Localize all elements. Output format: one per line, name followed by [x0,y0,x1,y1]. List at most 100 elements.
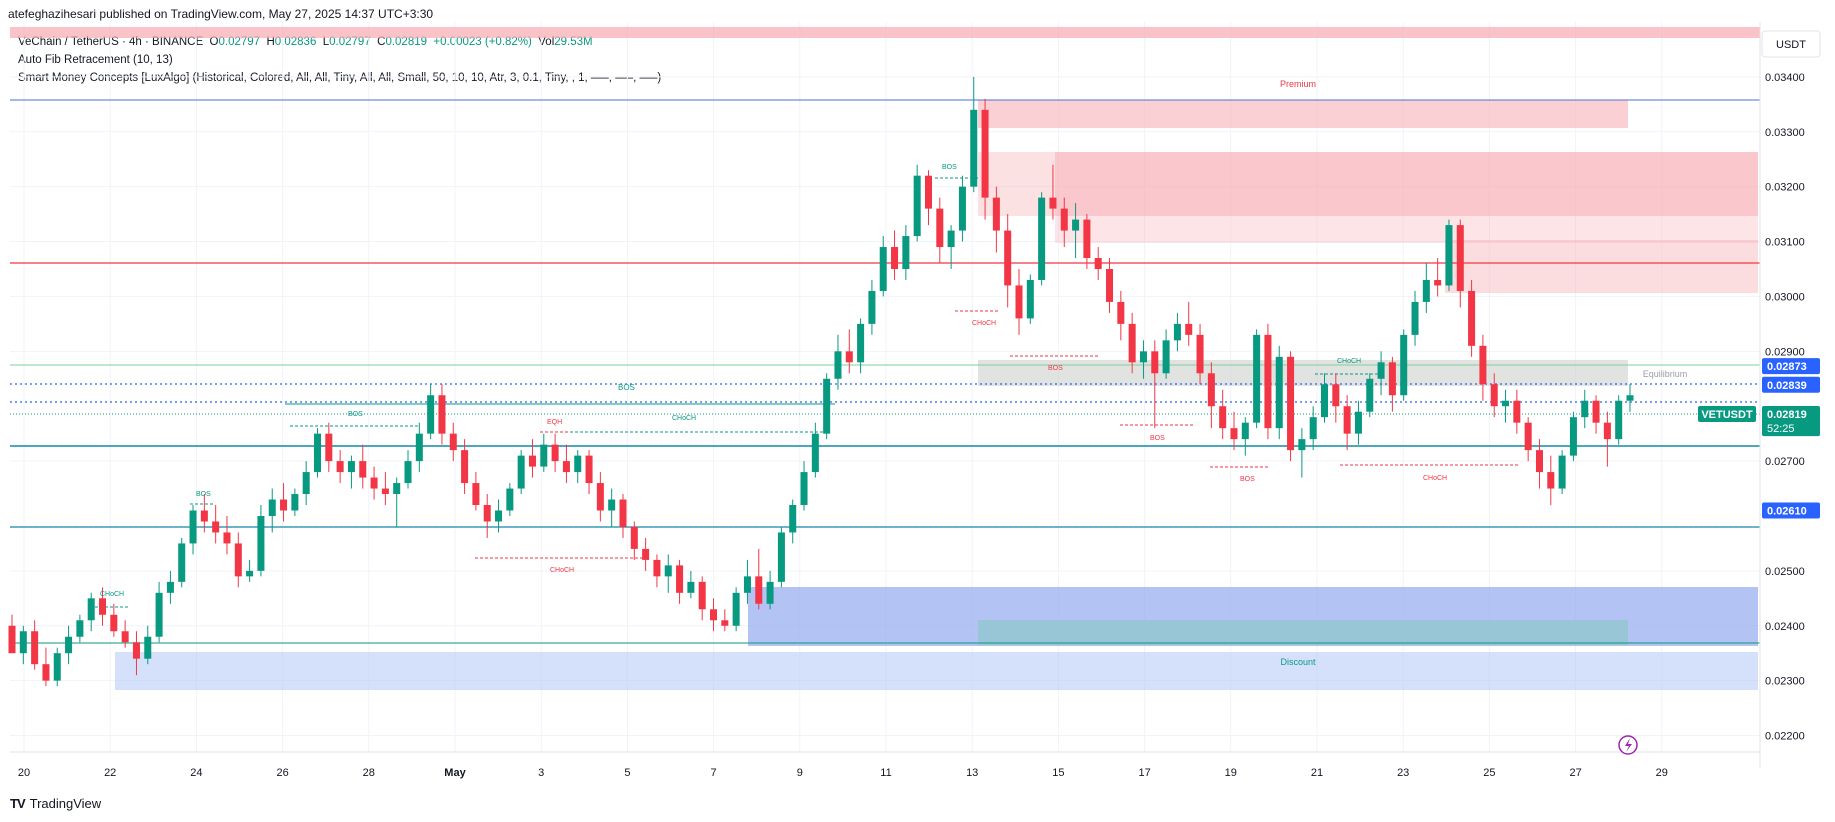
candle[interactable] [1015,268,1023,335]
candle[interactable] [732,587,740,632]
candle[interactable] [1128,312,1136,374]
candle[interactable] [1072,203,1080,259]
candle[interactable] [596,472,604,522]
candle[interactable] [868,279,876,335]
candle[interactable] [144,625,152,665]
candle[interactable] [178,537,186,588]
candle[interactable] [449,422,457,462]
candle[interactable] [1185,301,1193,346]
candle[interactable] [1117,290,1125,341]
candle[interactable] [1456,219,1464,308]
candle[interactable] [1502,389,1510,423]
candle[interactable] [721,609,729,632]
candle[interactable] [1411,290,1419,346]
candle[interactable] [155,581,163,643]
candle[interactable] [302,461,310,506]
candle[interactable] [223,515,231,555]
candle[interactable] [8,614,16,654]
candle[interactable] [1354,400,1362,445]
candle[interactable] [1219,389,1227,440]
candle[interactable] [1581,389,1589,429]
candle[interactable] [19,625,27,665]
candle[interactable] [234,532,242,588]
candle[interactable] [1558,450,1566,495]
candle[interactable] [1366,373,1374,418]
candle[interactable] [687,570,695,599]
candle[interactable] [992,186,1000,253]
candle[interactable] [1083,214,1091,269]
candle[interactable] [891,230,899,280]
candle[interactable] [562,444,570,484]
candle[interactable] [1479,334,1487,401]
candle[interactable] [1151,340,1159,429]
candle[interactable] [528,439,536,478]
candle[interactable] [31,620,39,670]
candle[interactable] [1615,395,1623,445]
candle[interactable] [99,587,107,626]
candle[interactable] [1468,279,1476,357]
candle[interactable] [1162,329,1170,379]
candle[interactable] [630,521,638,560]
candle[interactable] [404,450,412,489]
candle[interactable] [1592,395,1600,434]
candle[interactable] [1004,214,1012,308]
candle[interactable] [1196,323,1204,385]
candle[interactable] [981,98,989,220]
candle[interactable] [132,631,140,676]
candle[interactable] [483,494,491,538]
currency-button[interactable]: USDT [1761,30,1821,58]
candle[interactable] [743,559,751,604]
candle[interactable] [766,570,774,610]
candle[interactable] [1298,428,1306,478]
candle[interactable] [268,488,276,533]
candle[interactable] [664,554,672,593]
candle[interactable] [619,494,627,538]
candle[interactable] [517,450,525,495]
candle[interactable] [947,225,955,269]
candle[interactable] [1377,351,1385,396]
candle[interactable] [574,450,582,484]
candle[interactable] [653,554,661,588]
candle[interactable] [257,505,265,577]
candle[interactable] [1603,411,1611,467]
candle[interactable] [200,494,208,533]
candle[interactable] [280,483,288,522]
candle[interactable] [1094,247,1102,280]
candle[interactable] [857,318,865,374]
candle[interactable] [1320,373,1329,423]
candle[interactable] [121,620,129,648]
candle[interactable] [1049,164,1057,220]
candle[interactable] [1422,263,1430,313]
candle[interactable] [472,472,480,511]
candle[interactable] [755,548,763,610]
candle[interactable] [1332,373,1340,423]
candle[interactable] [1626,384,1634,412]
candle[interactable] [1400,329,1408,401]
candle[interactable] [970,76,978,193]
candle[interactable] [1275,345,1283,440]
candle[interactable] [461,439,469,495]
candle[interactable] [540,433,548,473]
candle[interactable] [1535,439,1543,489]
candle[interactable] [1513,389,1521,434]
candle[interactable] [585,450,593,495]
candle[interactable] [879,236,887,297]
candle[interactable] [1309,406,1317,451]
candle[interactable] [1445,219,1453,291]
candle[interactable] [438,384,446,445]
candle[interactable] [325,422,333,473]
candle[interactable] [789,499,797,544]
candle[interactable] [1524,417,1532,462]
candle[interactable] [1241,417,1249,456]
candle[interactable] [381,472,389,506]
candle[interactable] [212,505,220,544]
candle[interactable] [1490,373,1498,418]
candle[interactable] [347,455,355,489]
tradingview-branding[interactable]: TV TradingView [10,796,101,811]
candle[interactable] [608,488,616,527]
candle[interactable] [913,164,921,242]
candle[interactable] [291,488,299,516]
candle[interactable] [1264,323,1272,440]
candle[interactable] [1343,395,1351,451]
